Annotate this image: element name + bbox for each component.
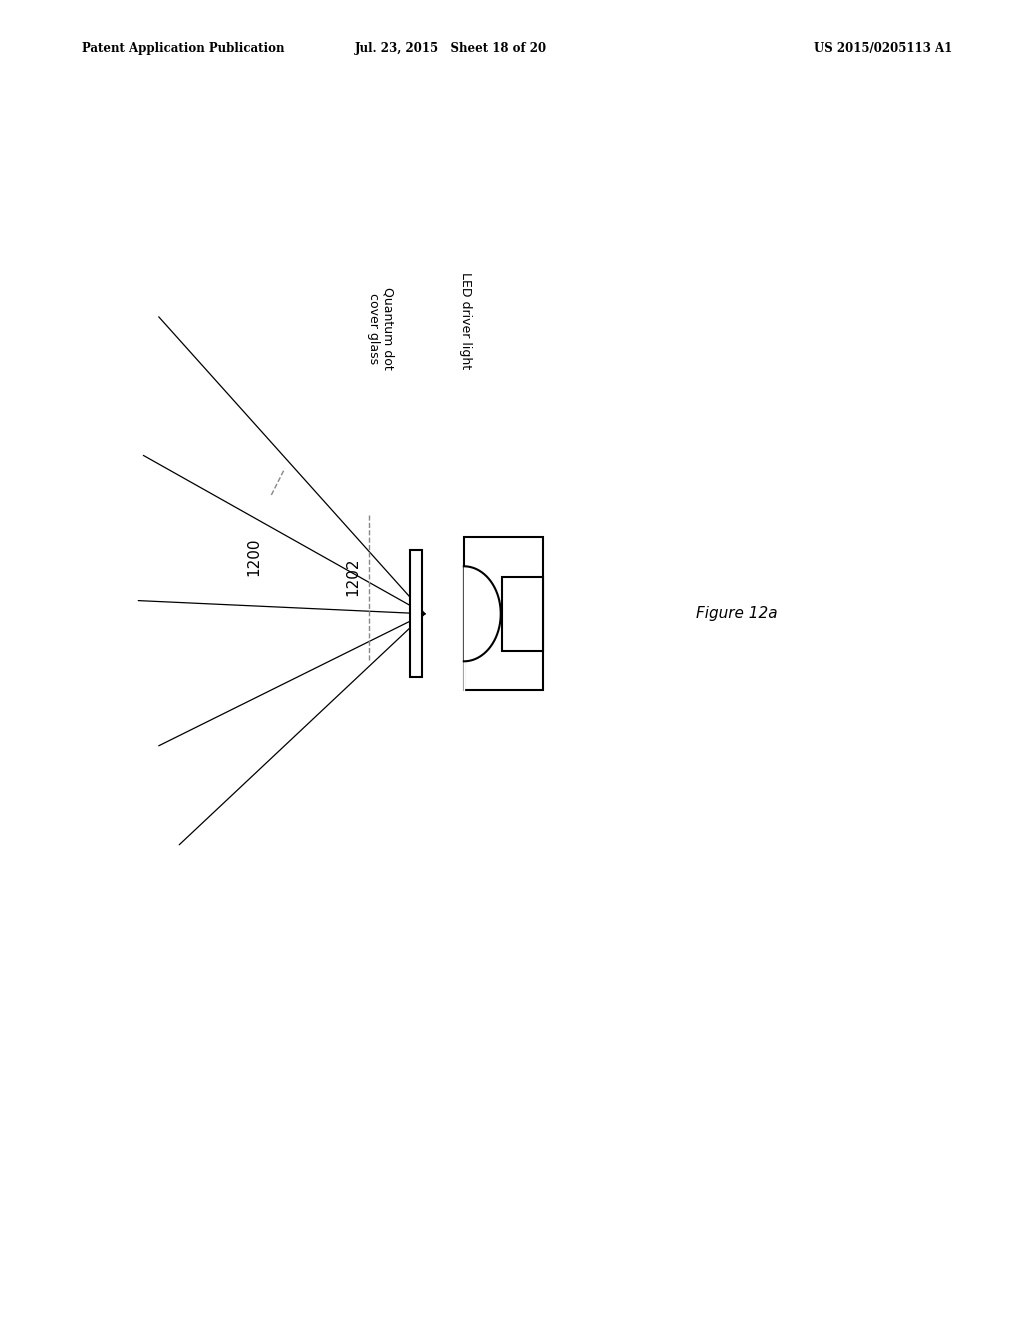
Text: Quantum dot
cover glass: Quantum dot cover glass: [367, 286, 395, 370]
Bar: [410, 550, 422, 677]
Text: Patent Application Publication: Patent Application Publication: [82, 42, 285, 55]
Text: Figure 12a: Figure 12a: [696, 606, 778, 622]
Text: 1202: 1202: [346, 557, 360, 597]
Text: Jul. 23, 2015   Sheet 18 of 20: Jul. 23, 2015 Sheet 18 of 20: [354, 42, 547, 55]
Text: US 2015/0205113 A1: US 2015/0205113 A1: [814, 42, 952, 55]
Text: 1200: 1200: [247, 537, 261, 577]
Text: LED driver light: LED driver light: [460, 272, 472, 370]
Bar: [464, 537, 543, 690]
Bar: [502, 577, 543, 651]
